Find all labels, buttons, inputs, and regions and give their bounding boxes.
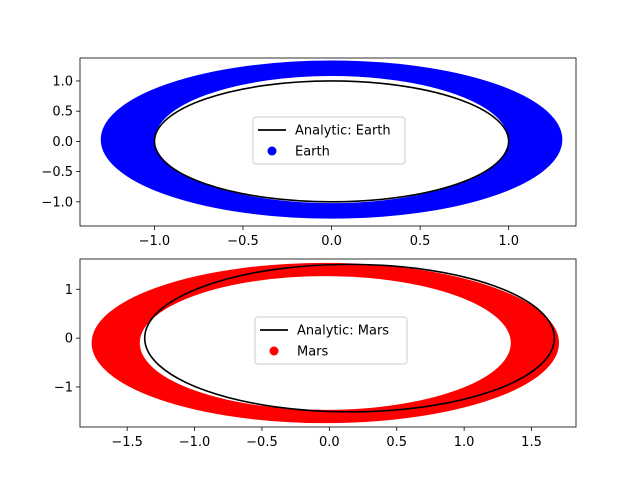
legend-label-analytic: Analytic: Mars: [297, 324, 389, 339]
legend-label-analytic: Analytic: Earth: [295, 124, 391, 139]
plot-area: [91, 262, 559, 424]
y-tick-label: 1: [65, 283, 73, 298]
legend: Analytic: Mars Mars: [254, 316, 408, 365]
x-tick-label: 0.5: [410, 234, 431, 249]
y-tick-label: −0.5: [41, 165, 73, 180]
legend-marker-swatch: [267, 146, 277, 156]
x-tick-label: −1.0: [179, 435, 211, 450]
x-tick-label: −0.5: [227, 234, 259, 249]
x-tick-label: 0.0: [321, 234, 342, 249]
legend: Analytic: Earth Earth: [252, 116, 406, 165]
y-tick-label: 0: [65, 332, 73, 347]
mars-orbit-subplot: −1.5 −1.0 −0.5 0.0 0.5 1.0 1.5 1 0 −1 Analytic: Ma…: [54, 258, 577, 450]
axes-frame: [79, 57, 577, 227]
x-tick-label: −1.0: [139, 234, 171, 249]
x-tick-label: −0.5: [246, 435, 278, 450]
x-tick-label: 1.0: [498, 234, 519, 249]
scatter-points-mars: [91, 262, 559, 424]
plot-area: [100, 60, 563, 219]
y-tick-label: 0.5: [52, 105, 73, 120]
x-tick-label: 0.5: [386, 435, 407, 450]
y-tick-label: −1.0: [41, 195, 73, 210]
analytic-orbit-line-analytic-earth: [153, 80, 510, 203]
x-tick-label: 0.0: [319, 435, 340, 450]
earth-orbit-subplot: −1.0 −0.5 0.0 0.5 1.0 1.0 0.5 0.0 −0.5 −1.0 Analyt…: [41, 57, 577, 249]
x-tick-label: 1.0: [454, 435, 475, 450]
legend-box: [252, 116, 406, 165]
x-tick-label: 1.5: [521, 435, 542, 450]
analytic-orbit-line-analytic-mars: [143, 263, 556, 413]
y-tick-label: −1: [54, 380, 73, 395]
x-tick-label: −1.5: [111, 435, 143, 450]
axes-frame: [79, 258, 577, 428]
legend-label-points: Mars: [297, 345, 329, 360]
y-tick-label: 0.0: [52, 135, 73, 150]
y-tick-label: 1.0: [52, 74, 73, 89]
legend-box: [254, 316, 408, 365]
legend-label-points: Earth: [295, 145, 330, 160]
legend-marker-swatch: [269, 346, 279, 356]
